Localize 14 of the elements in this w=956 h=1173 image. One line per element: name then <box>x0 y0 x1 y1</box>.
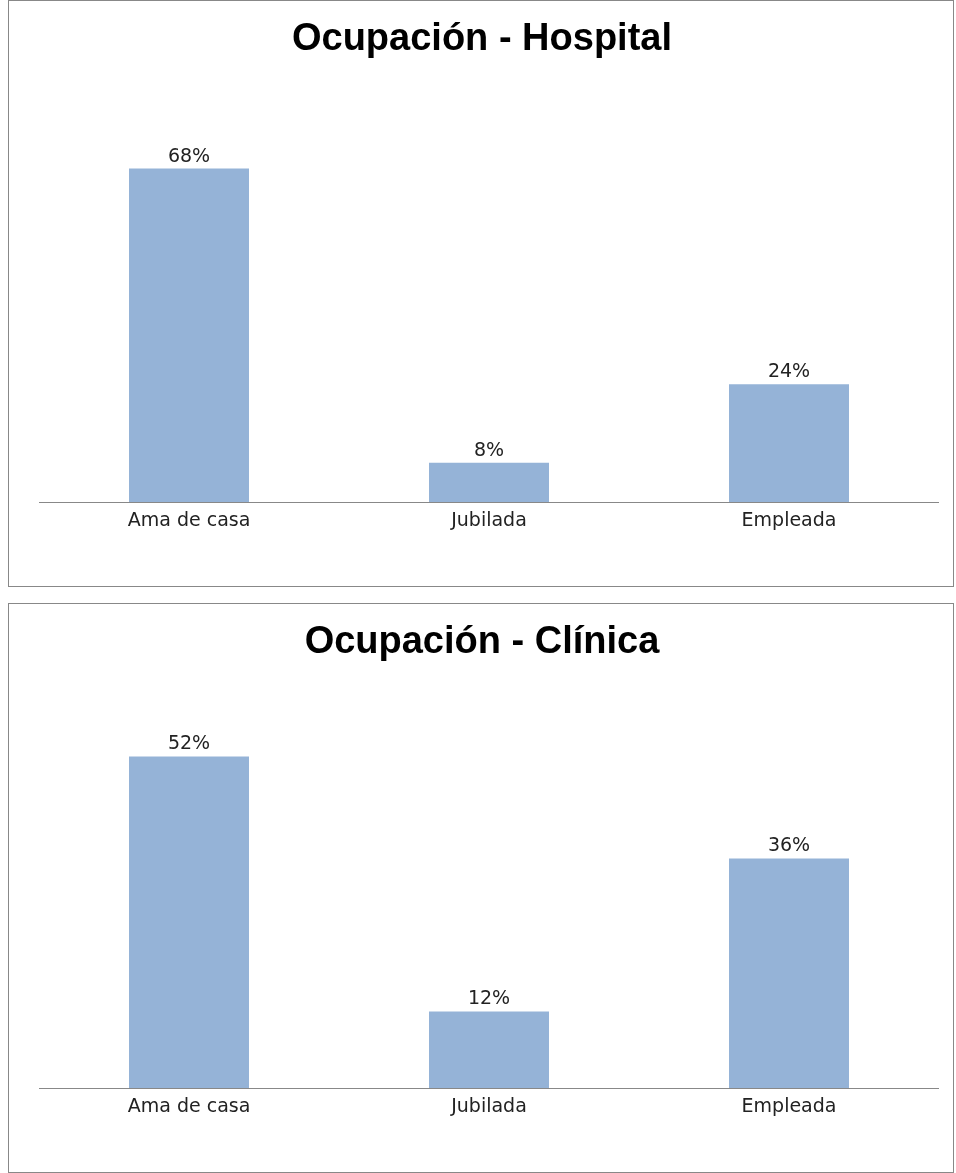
x-tick-label: Empleada <box>741 1093 837 1116</box>
data-label: 12% <box>467 986 511 1009</box>
data-label: 36% <box>767 833 811 856</box>
x-tick-label: Ama de casa <box>127 507 251 530</box>
chart-title: Ocupación - Clínica <box>304 619 661 662</box>
chart-title: Ocupación - Hospital <box>291 16 673 59</box>
x-tick-label: Ama de casa <box>127 1093 251 1116</box>
data-label: 52% <box>167 731 211 754</box>
x-tick-label: Jubilada <box>450 1093 527 1116</box>
x-tick-label: Jubilada <box>450 507 527 530</box>
data-label: 8% <box>473 437 505 460</box>
data-label: 24% <box>767 359 811 382</box>
data-label: 68% <box>167 143 211 166</box>
x-tick-label: Empleada <box>741 507 837 530</box>
